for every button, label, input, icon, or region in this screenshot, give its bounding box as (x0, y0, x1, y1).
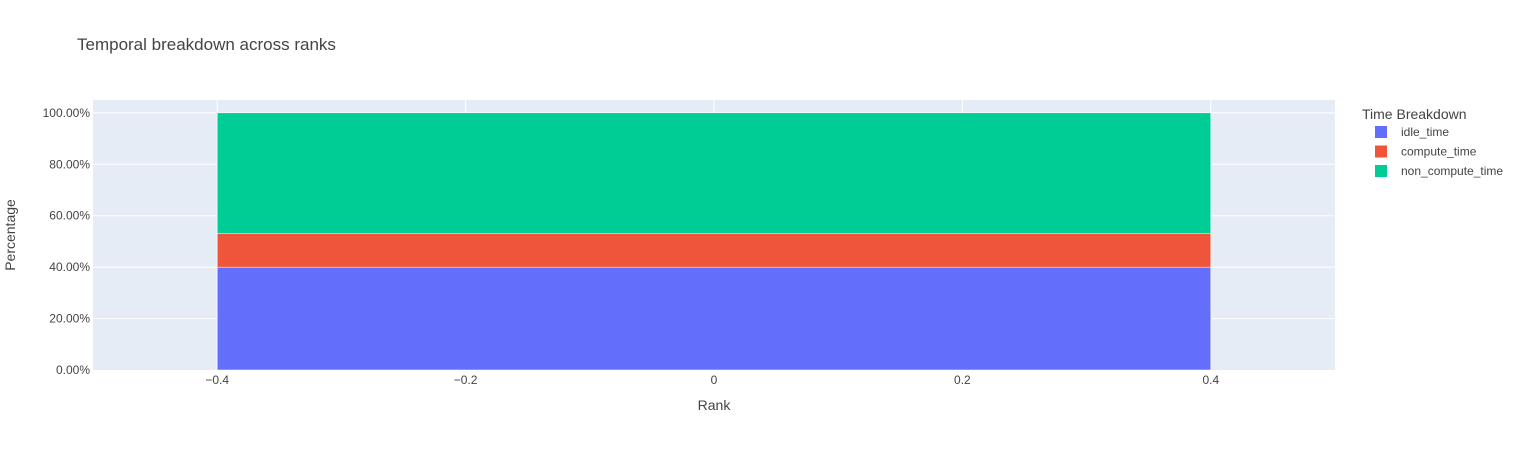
x-tick-label: 0.2 (954, 373, 971, 387)
legend-item-non_compute_time[interactable]: non_compute_time (1375, 164, 1503, 178)
y-tick-label: 80.00% (49, 157, 90, 171)
x-axis-ticks: −0.4 −0.2 0 0.2 0.4 (205, 373, 1219, 387)
x-tick-label: −0.2 (454, 373, 478, 387)
y-axis-title: Percentage (2, 199, 18, 271)
legend-swatch (1375, 126, 1387, 138)
y-tick-label: 20.00% (49, 312, 90, 326)
y-tick-label: 100.00% (43, 106, 91, 120)
legend-swatch (1375, 145, 1387, 158)
bar-non_compute_time[interactable] (216, 112, 1212, 234)
legend-item-idle_time[interactable]: idle_time (1375, 125, 1449, 139)
x-tick-label: −0.4 (205, 373, 229, 387)
legend-label: idle_time (1401, 125, 1449, 139)
legend-swatch (1375, 165, 1387, 177)
legend-label: compute_time (1401, 145, 1477, 159)
x-tick-label: 0 (711, 373, 718, 387)
y-tick-label: 0.00% (56, 363, 90, 377)
bars (216, 112, 1212, 371)
x-tick-label: 0.4 (1202, 373, 1219, 387)
legend-title: Time Breakdown (1362, 106, 1467, 122)
y-tick-label: 40.00% (49, 260, 90, 274)
bar-compute_time[interactable] (216, 233, 1212, 268)
legend-item-compute_time[interactable]: compute_time (1375, 145, 1477, 159)
legend-label: non_compute_time (1401, 164, 1503, 178)
legend: Time Breakdown idle_time compute_time non_… (1362, 106, 1503, 178)
x-axis-title: Rank (698, 397, 732, 413)
bar-idle_time[interactable] (216, 266, 1212, 371)
y-tick-label: 60.00% (49, 209, 90, 223)
y-axis-ticks: 0.00% 20.00% 40.00% 60.00% 80.00% 100.00% (43, 106, 91, 377)
chart-title: Temporal breakdown across ranks (77, 35, 336, 54)
